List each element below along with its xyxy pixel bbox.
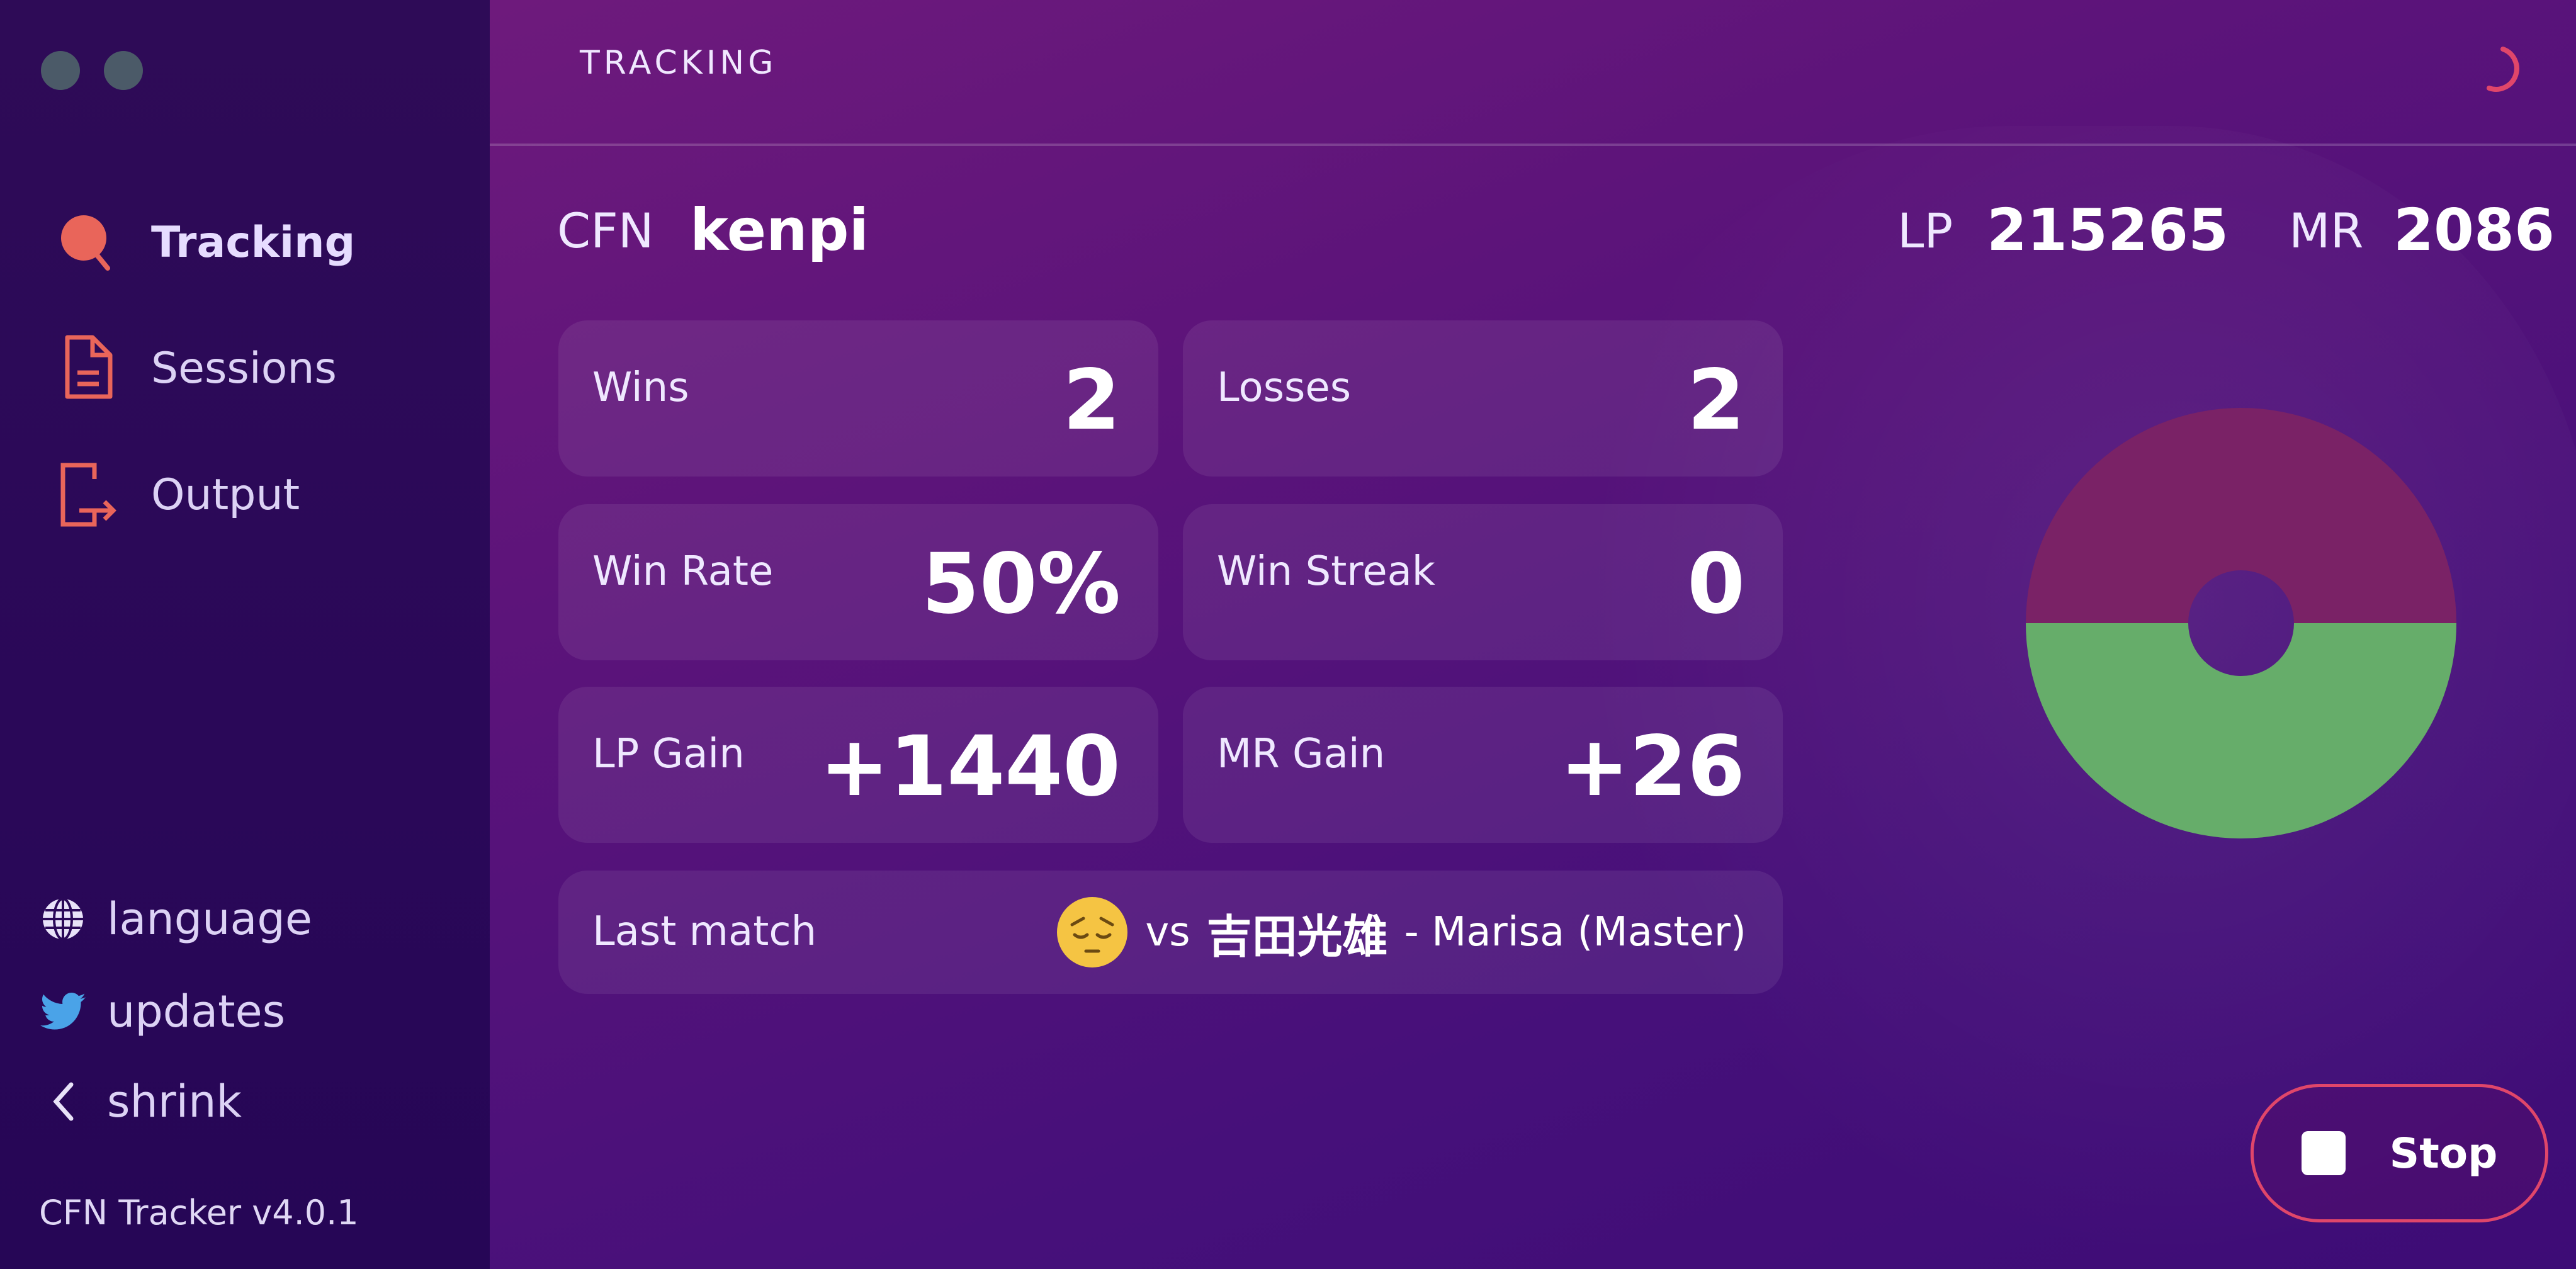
lp-value: 215265 (1987, 196, 2229, 264)
search-icon (50, 208, 126, 277)
header-divider (490, 144, 2576, 146)
win-loss-donut-chart (2026, 408, 2456, 838)
opponent-character: - Marisa (Master) (1404, 909, 1746, 956)
updates-label: updates (107, 986, 286, 1037)
stat-label: Losses (1217, 364, 1352, 411)
app-version: CFN Tracker v4.0.1 (39, 1193, 359, 1232)
stop-button[interactable]: Stop (2251, 1084, 2548, 1222)
main-panel: TRACKING CFN kenpi LP 215265 MR 2086 Win… (490, 0, 2576, 1269)
window-close-button[interactable] (41, 51, 80, 90)
stat-value: 2 (1687, 352, 1745, 449)
page-title: TRACKING (580, 44, 777, 82)
vs-label: vs (1145, 909, 1190, 956)
stat-label: Win Rate (592, 548, 774, 595)
sidebar-item-output[interactable]: Output (50, 460, 300, 529)
mr-label: MR (2289, 203, 2364, 259)
stop-icon (2301, 1131, 2346, 1175)
mr-value: 2086 (2393, 196, 2555, 264)
shrink-button[interactable]: shrink (38, 1070, 242, 1133)
last-match-label: Last match (592, 908, 817, 955)
stat-card-win-streak: Win Streak 0 (1183, 504, 1783, 660)
sidebar-item-label: Tracking (151, 217, 356, 268)
stat-label: MR Gain (1217, 731, 1386, 777)
stat-value: 0 (1687, 536, 1745, 633)
globe-icon (38, 896, 88, 942)
twitter-icon (38, 992, 88, 1031)
sidebar: Tracking Sessions Output language update… (0, 0, 490, 1269)
stat-value: 2 (1063, 352, 1121, 449)
updates-button[interactable]: updates (38, 980, 285, 1043)
sidebar-item-label: Output (151, 470, 300, 520)
stat-label: LP Gain (592, 731, 745, 777)
cfn-label: CFN (557, 203, 654, 259)
stat-card-lp-gain: LP Gain +1440 (558, 687, 1158, 843)
stat-value: +26 (1559, 718, 1745, 815)
last-match-card: Last match vs 吉田光雄 - Marisa (Master) (558, 871, 1783, 994)
language-button[interactable]: language (38, 888, 312, 950)
stat-card-losses: Losses 2 (1183, 320, 1783, 477)
stat-card-wins: Wins 2 (558, 320, 1158, 477)
stat-card-win-rate: Win Rate 50% (558, 504, 1158, 660)
document-icon (50, 334, 126, 403)
chevron-left-icon (38, 1080, 88, 1124)
sidebar-item-label: Sessions (151, 343, 337, 393)
stop-label: Stop (2389, 1129, 2498, 1178)
lp-label: LP (1897, 203, 1953, 259)
stat-label: Win Streak (1217, 548, 1435, 595)
sidebar-item-tracking[interactable]: Tracking (50, 208, 355, 277)
stat-label: Wins (592, 364, 689, 411)
donut-slice-wins (2026, 623, 2456, 838)
donut-slice-losses (2026, 408, 2456, 623)
pensive-face-icon (1057, 897, 1128, 967)
stat-value: +1440 (820, 718, 1121, 815)
window-minimize-button[interactable] (104, 51, 143, 90)
loading-spinner-icon (2487, 47, 2519, 92)
language-label: language (107, 893, 312, 945)
stat-value: 50% (922, 536, 1121, 633)
cfn-name: kenpi (690, 196, 869, 264)
sidebar-item-sessions[interactable]: Sessions (50, 334, 337, 403)
opponent-name: 吉田光雄 (1206, 910, 1388, 963)
shrink-label: shrink (107, 1076, 242, 1127)
stat-card-mr-gain: MR Gain +26 (1183, 687, 1783, 843)
export-icon (50, 460, 126, 529)
